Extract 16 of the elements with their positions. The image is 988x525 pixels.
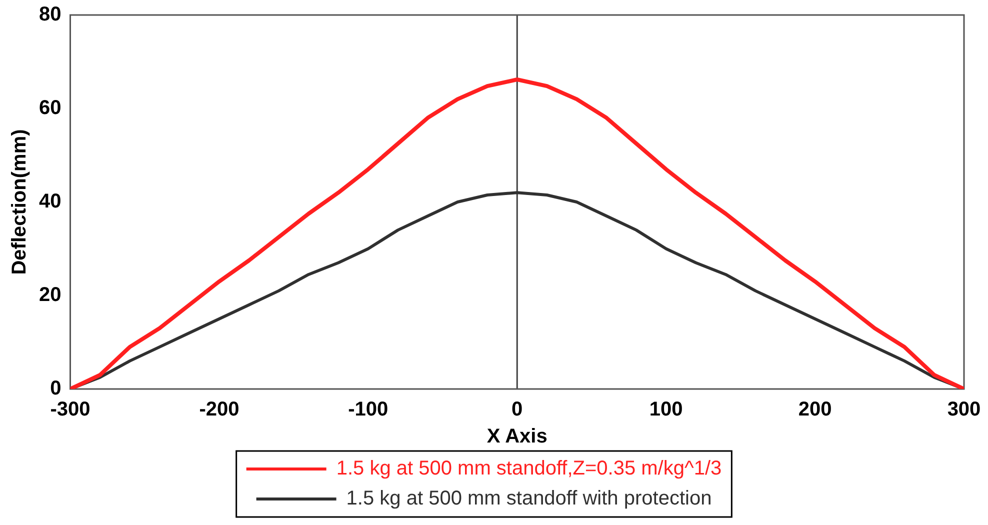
x-tick-label: 300 bbox=[947, 398, 981, 421]
y-tick-label: 40 bbox=[38, 190, 62, 213]
x-tick-label: 0 bbox=[512, 398, 523, 421]
y-tick-label: 80 bbox=[38, 4, 62, 26]
y-tick-label: 60 bbox=[38, 97, 62, 120]
legend-label: 1.5 kg at 500 mm standoff,Z=0.35 m/kg^1/3 bbox=[336, 458, 722, 480]
x-tick-label: -200 bbox=[199, 398, 240, 421]
x-tick-label: -100 bbox=[348, 398, 388, 421]
legend-label: 1.5 kg at 500 mm standoff with protection bbox=[346, 488, 712, 510]
x-tick-label: 200 bbox=[798, 398, 832, 421]
x-axis-title: X Axis bbox=[486, 426, 548, 448]
y-tick-label: 0 bbox=[50, 378, 62, 400]
y-axis-title: Deflection(mm) bbox=[8, 129, 31, 275]
y-tick-label: 20 bbox=[38, 284, 62, 306]
x-tick-label: 100 bbox=[649, 398, 683, 421]
x-tick-label: -300 bbox=[50, 398, 90, 421]
